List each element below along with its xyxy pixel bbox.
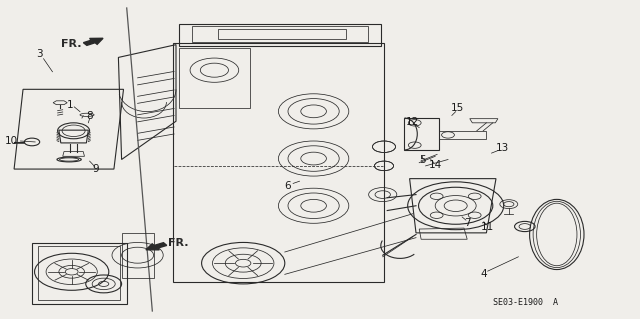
Text: 6: 6 bbox=[285, 181, 291, 191]
Text: 15: 15 bbox=[451, 103, 464, 114]
Text: SE03-E1900  A: SE03-E1900 A bbox=[493, 298, 558, 307]
FancyArrow shape bbox=[146, 243, 167, 250]
Text: FR.: FR. bbox=[168, 238, 189, 249]
Text: 10: 10 bbox=[5, 136, 18, 146]
FancyArrow shape bbox=[83, 38, 103, 45]
Text: 9: 9 bbox=[93, 164, 99, 174]
Text: 8: 8 bbox=[86, 111, 93, 122]
Text: 13: 13 bbox=[496, 143, 509, 153]
Text: 7: 7 bbox=[464, 218, 470, 228]
Text: 3: 3 bbox=[36, 49, 43, 59]
Text: FR.: FR. bbox=[61, 39, 82, 49]
Text: 11: 11 bbox=[481, 222, 494, 232]
Text: 4: 4 bbox=[481, 269, 487, 279]
Text: 14: 14 bbox=[429, 160, 442, 170]
Text: 5: 5 bbox=[419, 155, 426, 165]
Text: 12: 12 bbox=[406, 117, 419, 127]
Text: 1: 1 bbox=[67, 100, 74, 110]
